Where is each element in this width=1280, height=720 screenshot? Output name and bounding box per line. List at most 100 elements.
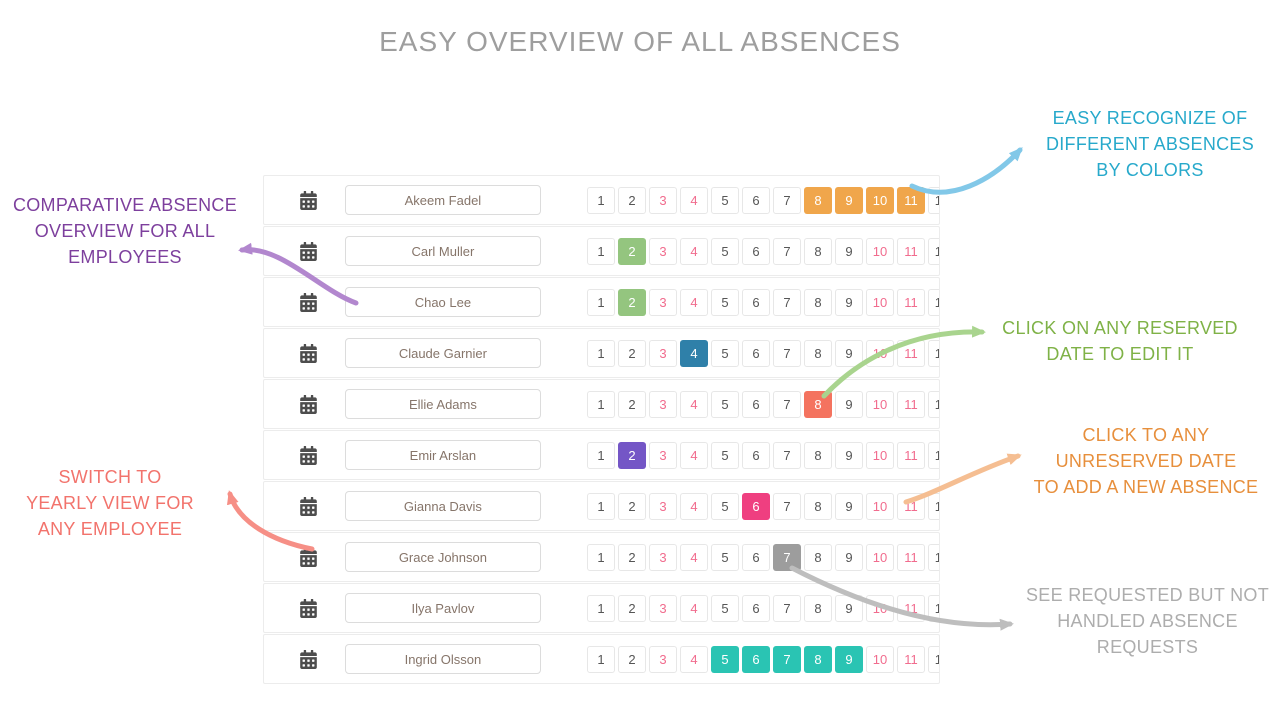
day-cell[interactable]: 4 [680,288,708,316]
day-cell[interactable]: 12 [928,186,939,214]
day-cell[interactable]: 10 [866,288,894,316]
day-cell[interactable]: 6 [742,543,770,571]
day-cell[interactable]: 9 [835,543,863,571]
day-cell[interactable]: 3 [649,645,677,673]
day-cell[interactable]: 9 [835,237,863,265]
day-cell[interactable]: 10 [866,594,894,622]
day-cell[interactable]: 8 [804,543,832,571]
day-cell[interactable]: 12 [928,390,939,418]
day-cell[interactable]: 11 [897,390,925,418]
day-cell[interactable]: 6 [742,237,770,265]
day-cell[interactable]: 5 [711,492,739,520]
day-cell[interactable]: 2 [618,441,646,469]
employee-name-field[interactable]: Ellie Adams [344,389,541,419]
day-cell[interactable]: 11 [897,237,925,265]
day-cell[interactable]: 3 [649,543,677,571]
day-cell[interactable]: 1 [587,441,615,469]
day-cell[interactable]: 3 [649,339,677,367]
day-cell[interactable]: 10 [866,237,894,265]
day-cell[interactable]: 2 [618,543,646,571]
calendar-button[interactable] [298,495,320,517]
day-cell[interactable]: 7 [773,288,801,316]
day-cell[interactable]: 6 [742,594,770,622]
day-cell[interactable]: 10 [866,339,894,367]
day-cell[interactable]: 11 [897,594,925,622]
calendar-button[interactable] [298,648,320,670]
day-cell[interactable]: 3 [649,390,677,418]
day-cell[interactable]: 7 [773,594,801,622]
day-cell[interactable]: 3 [649,492,677,520]
day-cell[interactable]: 11 [897,441,925,469]
day-cell[interactable]: 12 [928,441,939,469]
employee-name-field[interactable]: Ingrid Olsson [344,644,541,674]
day-cell[interactable]: 8 [804,237,832,265]
day-cell[interactable]: 12 [928,237,939,265]
day-cell[interactable]: 8 [804,492,832,520]
day-cell[interactable]: 3 [649,237,677,265]
day-cell[interactable]: 7 [773,390,801,418]
day-cell[interactable]: 1 [587,594,615,622]
day-cell[interactable]: 7 [773,237,801,265]
day-cell[interactable]: 4 [680,186,708,214]
day-cell[interactable]: 11 [897,288,925,316]
employee-name-field[interactable]: Chao Lee [344,287,541,317]
day-cell[interactable]: 10 [866,543,894,571]
day-cell[interactable]: 1 [587,543,615,571]
employee-name-field[interactable]: Carl Muller [344,236,541,266]
day-cell[interactable]: 12 [928,288,939,316]
day-cell[interactable]: 5 [711,288,739,316]
day-cell[interactable]: 9 [835,492,863,520]
employee-name-field[interactable]: Grace Johnson [344,542,541,572]
day-cell[interactable]: 5 [711,237,739,265]
day-cell[interactable]: 11 [897,492,925,520]
day-cell[interactable]: 11 [897,645,925,673]
day-cell[interactable]: 1 [587,390,615,418]
day-cell[interactable]: 12 [928,594,939,622]
day-cell[interactable]: 4 [680,441,708,469]
day-cell[interactable]: 10 [866,441,894,469]
day-cell[interactable]: 12 [928,339,939,367]
day-cell[interactable]: 10 [866,645,894,673]
employee-name-field[interactable]: Gianna Davis [344,491,541,521]
day-cell[interactable]: 7 [773,543,801,571]
day-cell[interactable]: 1 [587,288,615,316]
day-cell[interactable]: 2 [618,492,646,520]
day-cell[interactable]: 8 [804,288,832,316]
day-cell[interactable]: 11 [897,339,925,367]
day-cell[interactable]: 2 [618,237,646,265]
day-cell[interactable]: 7 [773,186,801,214]
day-cell[interactable]: 9 [835,339,863,367]
day-cell[interactable]: 5 [711,390,739,418]
day-cell[interactable]: 5 [711,339,739,367]
day-cell[interactable]: 9 [835,441,863,469]
day-cell[interactable]: 9 [835,186,863,214]
day-cell[interactable]: 3 [649,594,677,622]
day-cell[interactable]: 6 [742,645,770,673]
calendar-button[interactable] [298,393,320,415]
day-cell[interactable]: 9 [835,390,863,418]
day-cell[interactable]: 2 [618,645,646,673]
day-cell[interactable]: 2 [618,339,646,367]
day-cell[interactable]: 1 [587,237,615,265]
day-cell[interactable]: 1 [587,186,615,214]
day-cell[interactable]: 4 [680,543,708,571]
day-cell[interactable]: 5 [711,543,739,571]
day-cell[interactable]: 6 [742,390,770,418]
day-cell[interactable]: 12 [928,543,939,571]
day-cell[interactable]: 6 [742,441,770,469]
day-cell[interactable]: 5 [711,645,739,673]
day-cell[interactable]: 8 [804,339,832,367]
day-cell[interactable]: 5 [711,441,739,469]
day-cell[interactable]: 4 [680,492,708,520]
day-cell[interactable]: 7 [773,492,801,520]
day-cell[interactable]: 8 [804,645,832,673]
day-cell[interactable]: 10 [866,492,894,520]
day-cell[interactable]: 4 [680,390,708,418]
day-cell[interactable]: 4 [680,645,708,673]
day-cell[interactable]: 3 [649,186,677,214]
day-cell[interactable]: 7 [773,645,801,673]
day-cell[interactable]: 8 [804,441,832,469]
day-cell[interactable]: 8 [804,390,832,418]
day-cell[interactable]: 2 [618,186,646,214]
day-cell[interactable]: 2 [618,594,646,622]
